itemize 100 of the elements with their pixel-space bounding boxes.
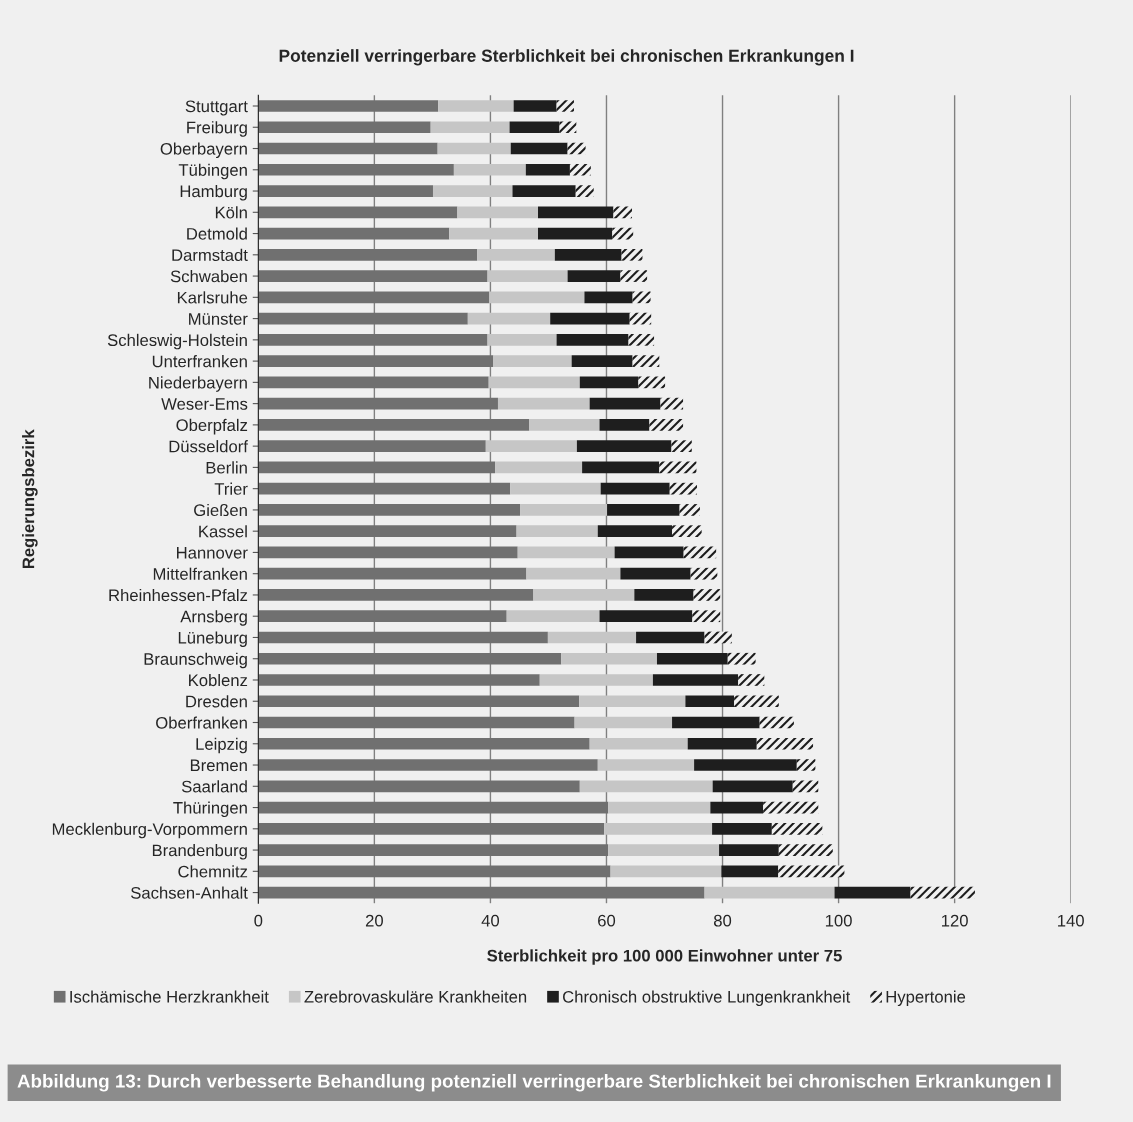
y-tick-label: Trier xyxy=(214,482,248,495)
bar xyxy=(569,163,591,176)
y-tick-label: Schwaben xyxy=(170,270,247,283)
bar xyxy=(607,504,680,516)
y-tick-label: Leipzig xyxy=(196,737,247,754)
bar xyxy=(453,163,526,176)
bar xyxy=(258,695,580,708)
bar xyxy=(660,397,684,410)
bar xyxy=(258,227,450,240)
bar xyxy=(258,419,530,431)
bar xyxy=(600,482,670,495)
bar xyxy=(547,631,637,644)
bar xyxy=(679,504,700,516)
bar xyxy=(477,248,555,261)
bar xyxy=(526,567,621,580)
bar xyxy=(649,419,684,431)
bar xyxy=(672,716,760,729)
bar xyxy=(538,227,613,240)
bar xyxy=(516,525,598,538)
bar xyxy=(495,461,583,474)
bar xyxy=(610,865,722,878)
bar xyxy=(258,440,486,452)
bar xyxy=(683,546,717,559)
y-tick-label: Weser-Ems xyxy=(161,398,248,410)
bar xyxy=(258,142,438,155)
bar xyxy=(567,142,586,155)
bar xyxy=(258,121,431,134)
bar xyxy=(517,546,615,559)
bar xyxy=(258,525,517,538)
bar xyxy=(258,865,611,878)
bar xyxy=(599,610,693,623)
bar xyxy=(597,759,695,771)
bar xyxy=(599,419,650,431)
bar xyxy=(704,631,732,644)
bar xyxy=(258,674,540,686)
y-tick-label: Arnsberg xyxy=(180,610,247,626)
bar xyxy=(258,589,534,601)
bar xyxy=(692,610,721,623)
bar xyxy=(554,248,622,261)
bar xyxy=(620,270,648,282)
x-tick-label: 60 xyxy=(598,914,616,927)
legend-label: Chronisch obstruktive Lungenkrankheit xyxy=(563,990,851,1007)
y-tick-label: Niederbayern xyxy=(149,376,247,392)
bar xyxy=(258,163,454,176)
bar xyxy=(694,759,797,771)
bar xyxy=(687,737,757,750)
chart-title: Potenziell verringerbare Sterblichkeit bei chronischen Erkrankungen I xyxy=(279,49,854,66)
bar xyxy=(756,737,814,750)
bar xyxy=(634,589,694,601)
y-tick-label: Lüneburg xyxy=(178,631,247,647)
bar xyxy=(672,525,702,538)
y-tick-label: Dresden xyxy=(186,695,247,708)
bar xyxy=(258,567,527,580)
bar xyxy=(589,737,688,750)
bar xyxy=(612,227,634,240)
bar xyxy=(258,355,494,367)
bar xyxy=(258,248,478,261)
bar xyxy=(576,440,672,452)
y-tick-label: Kassel xyxy=(199,525,247,538)
bar xyxy=(509,121,560,134)
bar xyxy=(608,801,711,814)
y-tick-label: Unterfranken xyxy=(152,355,247,368)
y-tick-label: Tübingen xyxy=(178,163,247,180)
bar xyxy=(258,397,498,410)
bar xyxy=(258,801,609,814)
x-tick-label: 20 xyxy=(365,914,383,927)
bar xyxy=(620,567,691,580)
y-axis-title: Regierungsbezirk xyxy=(22,429,38,569)
bar xyxy=(721,865,779,878)
bar xyxy=(710,801,764,814)
bar xyxy=(613,206,633,219)
bar xyxy=(604,822,713,835)
bar xyxy=(258,334,488,346)
y-tick-label: Thüringen xyxy=(173,801,247,818)
y-tick-label: Hamburg xyxy=(180,185,247,201)
x-tick-label: 0 xyxy=(254,914,263,927)
bar xyxy=(432,185,513,197)
bar xyxy=(589,397,661,410)
y-tick-label: Darmstadt xyxy=(172,248,248,262)
x-tick-label: 100 xyxy=(825,914,852,927)
bar xyxy=(258,482,511,495)
y-tick-label: Freiburg xyxy=(187,121,247,137)
y-tick-label: Sachsen-Anhalt xyxy=(131,886,248,899)
bar xyxy=(778,844,833,856)
bar xyxy=(574,716,673,729)
bar xyxy=(579,376,639,389)
bar xyxy=(538,206,614,219)
y-tick-label: Mecklenburg-Vorpommern xyxy=(52,822,247,839)
bar xyxy=(763,801,819,814)
text: Abbildung 13: Durch verbesserte Behandlung potenziell verringerbare Sterblichkeit bei chronischen Erkrankungen I xyxy=(17,1073,1051,1092)
bar xyxy=(512,185,576,197)
bar xyxy=(487,270,568,282)
bar xyxy=(258,780,580,793)
bar xyxy=(719,844,779,856)
x-axis-title: Sterblichkeit pro 100 000 Einwohner unter 75 xyxy=(487,949,842,965)
bar xyxy=(579,695,686,708)
y-tick-label: Saarland xyxy=(181,780,247,793)
bar xyxy=(258,737,590,750)
bar xyxy=(533,589,635,601)
bar xyxy=(258,376,489,389)
